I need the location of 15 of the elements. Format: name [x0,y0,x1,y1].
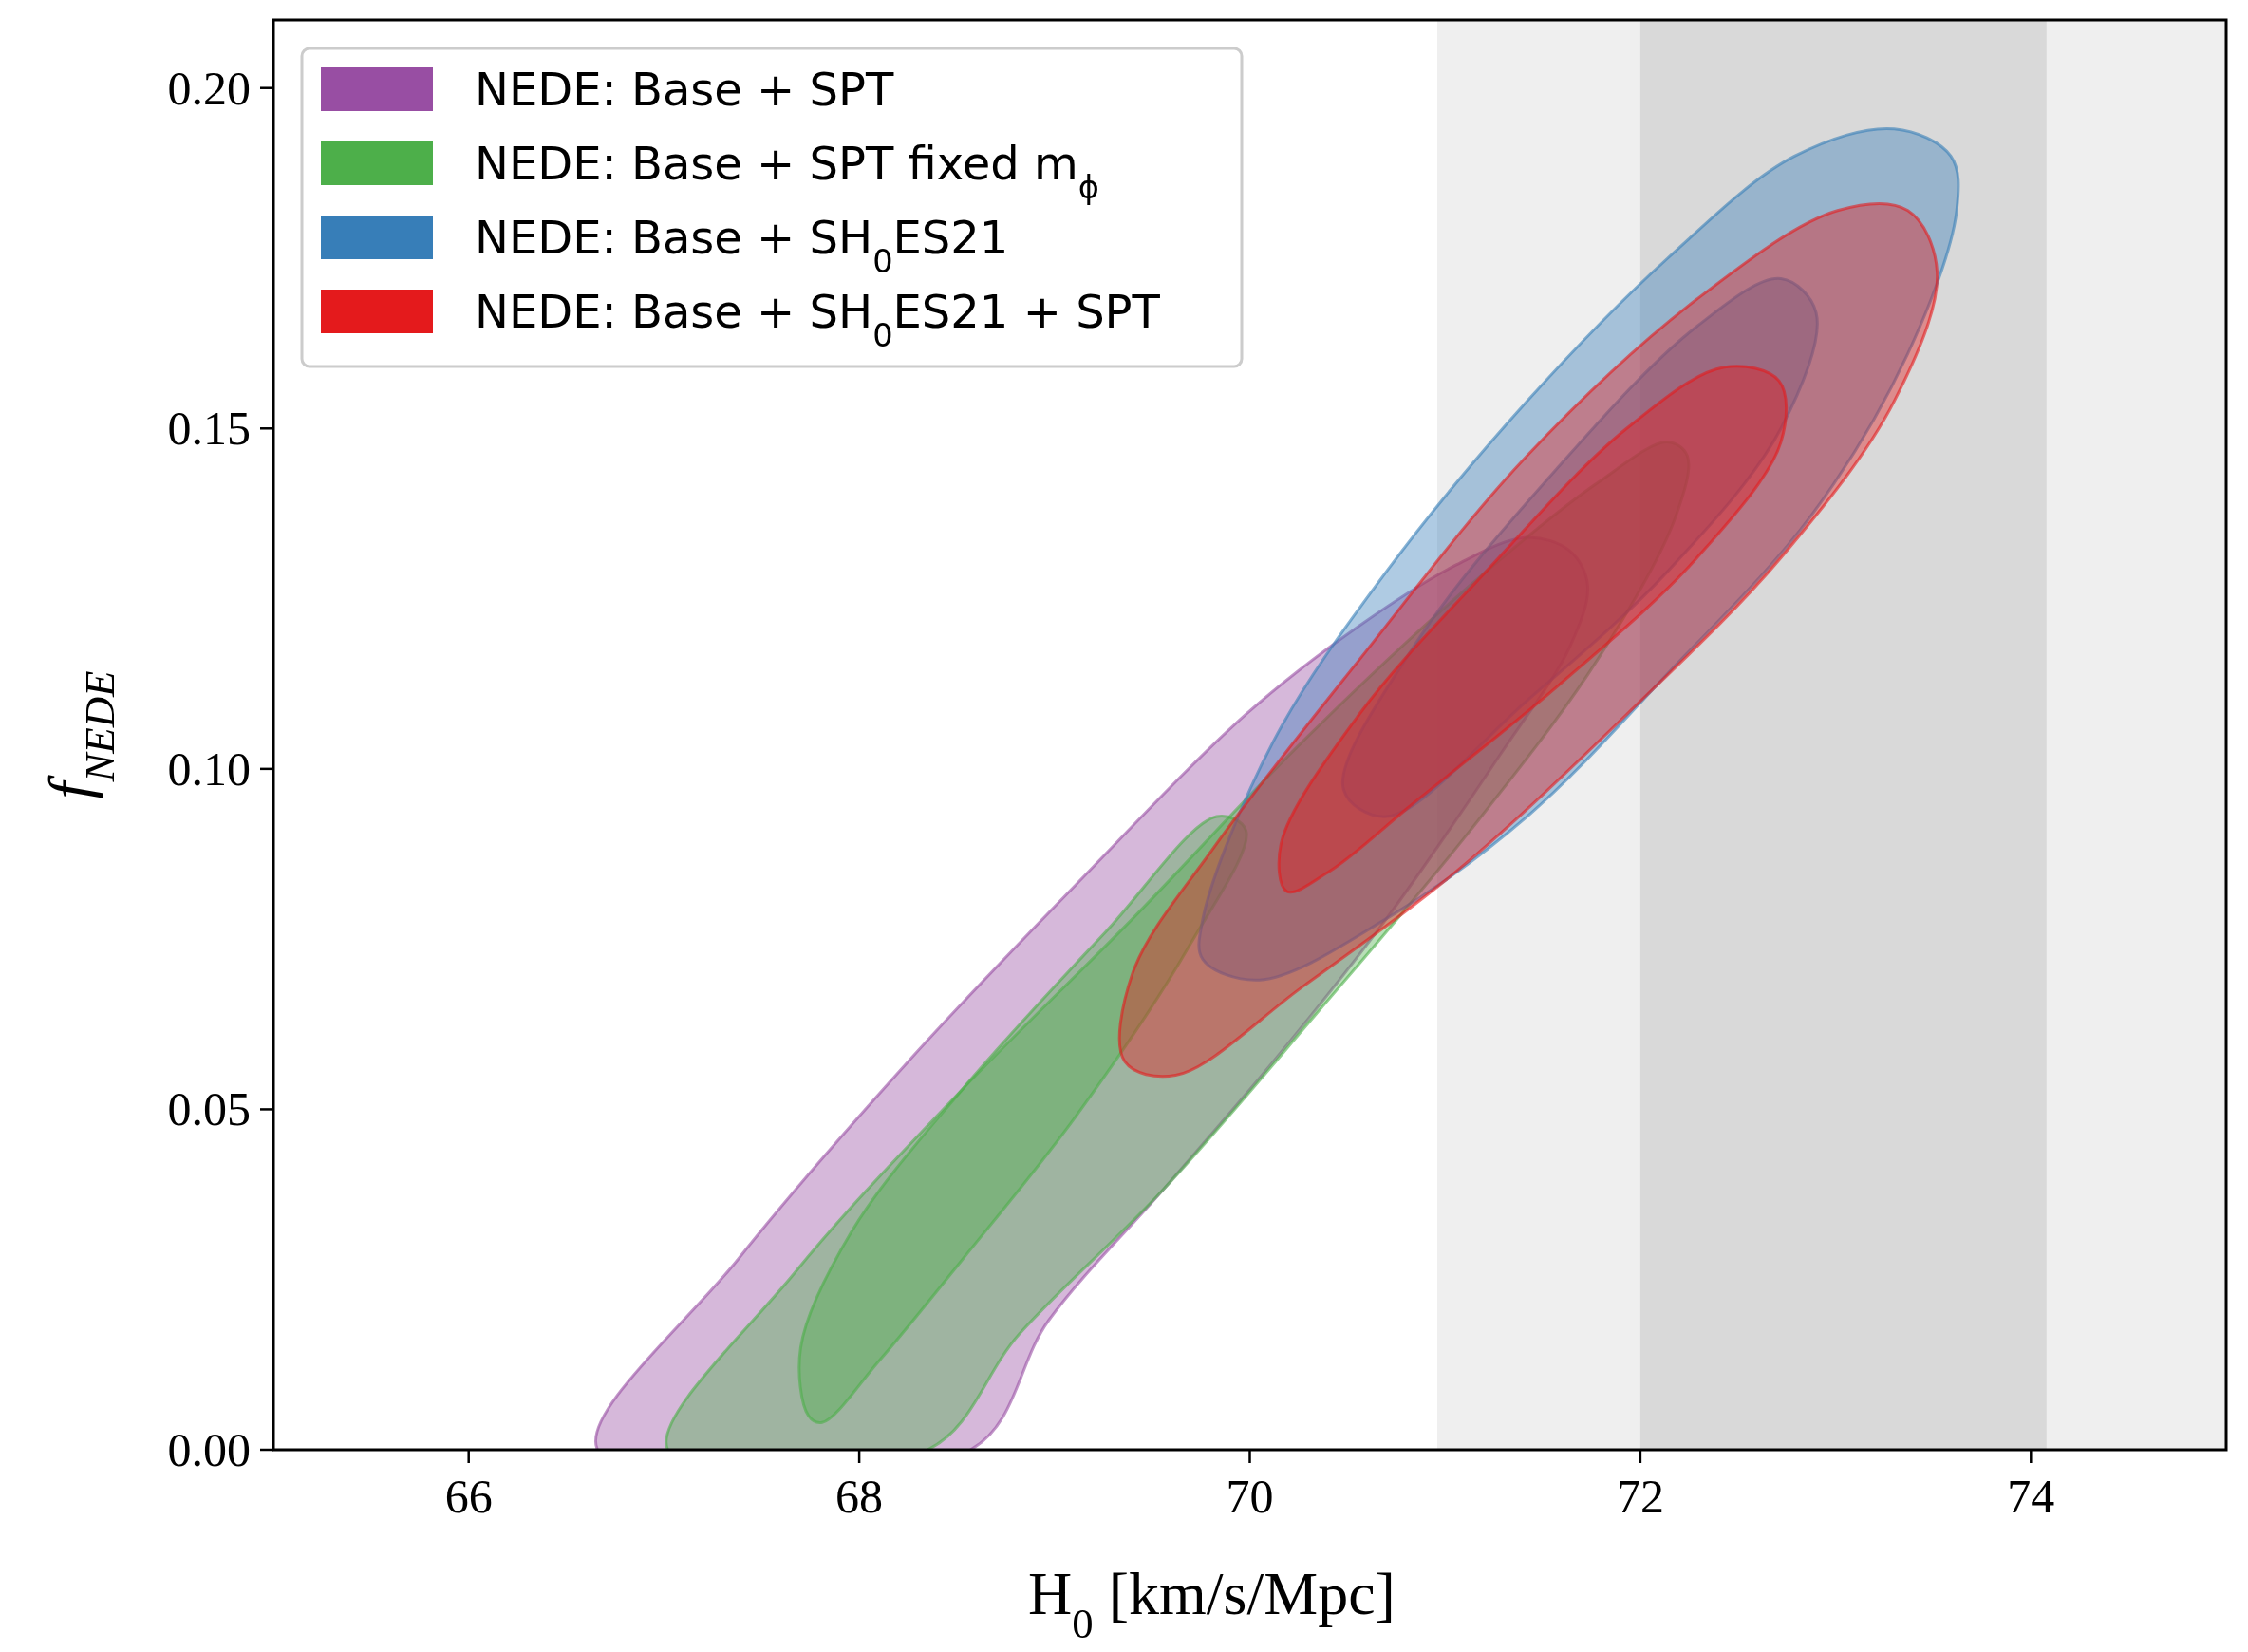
y-tick-label: 0.10 [167,742,251,796]
x-tick-label: 68 [835,1470,884,1523]
x-axis-title: H$_{0}$ [km/s/Mpc] [1028,1560,1396,1647]
legend-label: NEDE: Base + SH$_{0}$ES21 + SPT [475,285,1161,354]
x-tick-label: 72 [1616,1470,1664,1523]
legend-label: NEDE: Base + SPT fixed m$_{ϕ}$ [475,137,1099,206]
y-tick-label: 0.15 [167,402,251,456]
x-tick-label: 74 [2007,1470,2055,1523]
x-tick-label: 66 [444,1470,493,1523]
legend-label: NEDE: Base + SH$_{0}$ES21 [475,211,1009,280]
legend-label: NEDE: Base + SPT [475,63,894,116]
y-tick-label: 0.05 [167,1082,251,1136]
y-tick-label: 0.20 [167,61,251,115]
x-tick-label: 70 [1226,1470,1274,1523]
y-tick-label: 0.00 [167,1423,251,1476]
